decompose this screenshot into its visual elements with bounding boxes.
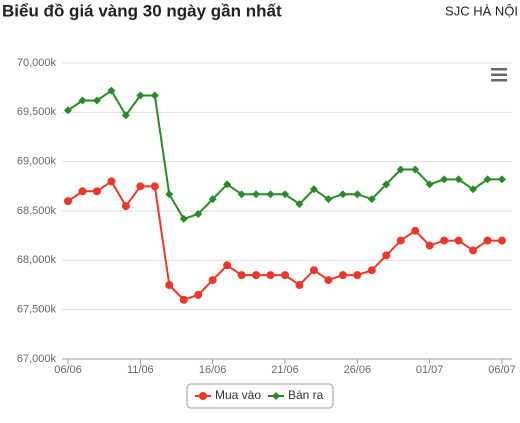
point (338, 190, 347, 199)
point (469, 185, 478, 194)
legend-symbol[interactable] (272, 392, 280, 400)
point (136, 91, 145, 100)
point (208, 195, 217, 204)
point (309, 185, 318, 194)
point (223, 180, 232, 189)
series-line (67, 89, 502, 221)
legend-label[interactable]: Bán ra (288, 388, 324, 402)
point (281, 190, 289, 199)
point (396, 165, 405, 174)
y-tick-label: 68,500k (17, 205, 57, 217)
point (469, 246, 478, 255)
x-tick-label: 06/07 (488, 364, 516, 376)
point (78, 96, 87, 105)
point (440, 175, 449, 184)
point (208, 276, 217, 285)
point (194, 209, 203, 218)
point (425, 180, 434, 189)
y-tick-label: 69,500k (17, 106, 57, 118)
chart-title: Biểu đồ giá vàng 30 ngày gần nhất (2, 1, 282, 20)
legend-label[interactable]: Mua vào (215, 388, 261, 402)
x-tick-label: 26/06 (344, 364, 372, 376)
point (107, 177, 116, 186)
point (454, 236, 463, 245)
point (237, 271, 246, 280)
point (92, 187, 101, 196)
point (498, 175, 506, 184)
y-tick-label: 68,000k (17, 254, 57, 266)
point (295, 200, 304, 209)
series-line (67, 179, 502, 301)
point (179, 295, 188, 304)
y-tick-label: 67,500k (17, 304, 57, 316)
point (382, 251, 391, 260)
point (483, 236, 492, 245)
x-tick-label: 11/06 (127, 364, 154, 376)
point (309, 266, 318, 275)
point (237, 190, 246, 199)
menu-button[interactable] (488, 66, 510, 84)
point (353, 190, 362, 199)
point (194, 290, 203, 299)
point (266, 190, 275, 199)
point (425, 241, 434, 250)
point (454, 175, 463, 184)
point (338, 271, 347, 280)
point (92, 96, 101, 105)
point (136, 182, 145, 191)
location: SJC HÀ NỘI (445, 3, 518, 18)
point (324, 276, 333, 285)
point (367, 195, 376, 204)
point (367, 266, 376, 275)
point (223, 261, 232, 270)
point (440, 236, 449, 245)
x-tick-label: 16/06 (199, 364, 227, 376)
point (324, 195, 333, 204)
point (165, 281, 174, 289)
point (78, 187, 87, 196)
point (483, 175, 492, 184)
point (411, 226, 420, 235)
point (150, 182, 159, 191)
point (121, 111, 130, 120)
x-tick-label: 01/07 (416, 364, 444, 376)
point (266, 271, 275, 280)
point (411, 165, 420, 174)
menu-bar (491, 79, 507, 82)
point (107, 86, 116, 95)
x-tick-label: 21/06 (271, 364, 299, 376)
x-tick-label: 06/06 (54, 364, 82, 376)
menu-bar (491, 73, 507, 76)
point (353, 271, 362, 280)
point (252, 190, 261, 199)
legend-symbol[interactable] (199, 392, 207, 400)
point (396, 236, 405, 245)
point (295, 281, 304, 289)
point (179, 214, 188, 223)
point (150, 91, 159, 100)
point (64, 106, 72, 115)
point (165, 190, 174, 199)
y-tick-label: 69,000k (17, 156, 57, 168)
menu-bar (491, 68, 507, 71)
y-tick-label: 70,000k (17, 57, 57, 69)
point (498, 236, 506, 245)
point (64, 197, 72, 206)
point (252, 271, 261, 280)
point (121, 202, 130, 211)
point (382, 180, 391, 189)
y-tick-label: 67,000k (17, 353, 57, 365)
point (281, 271, 289, 280)
legend-box (186, 383, 334, 409)
